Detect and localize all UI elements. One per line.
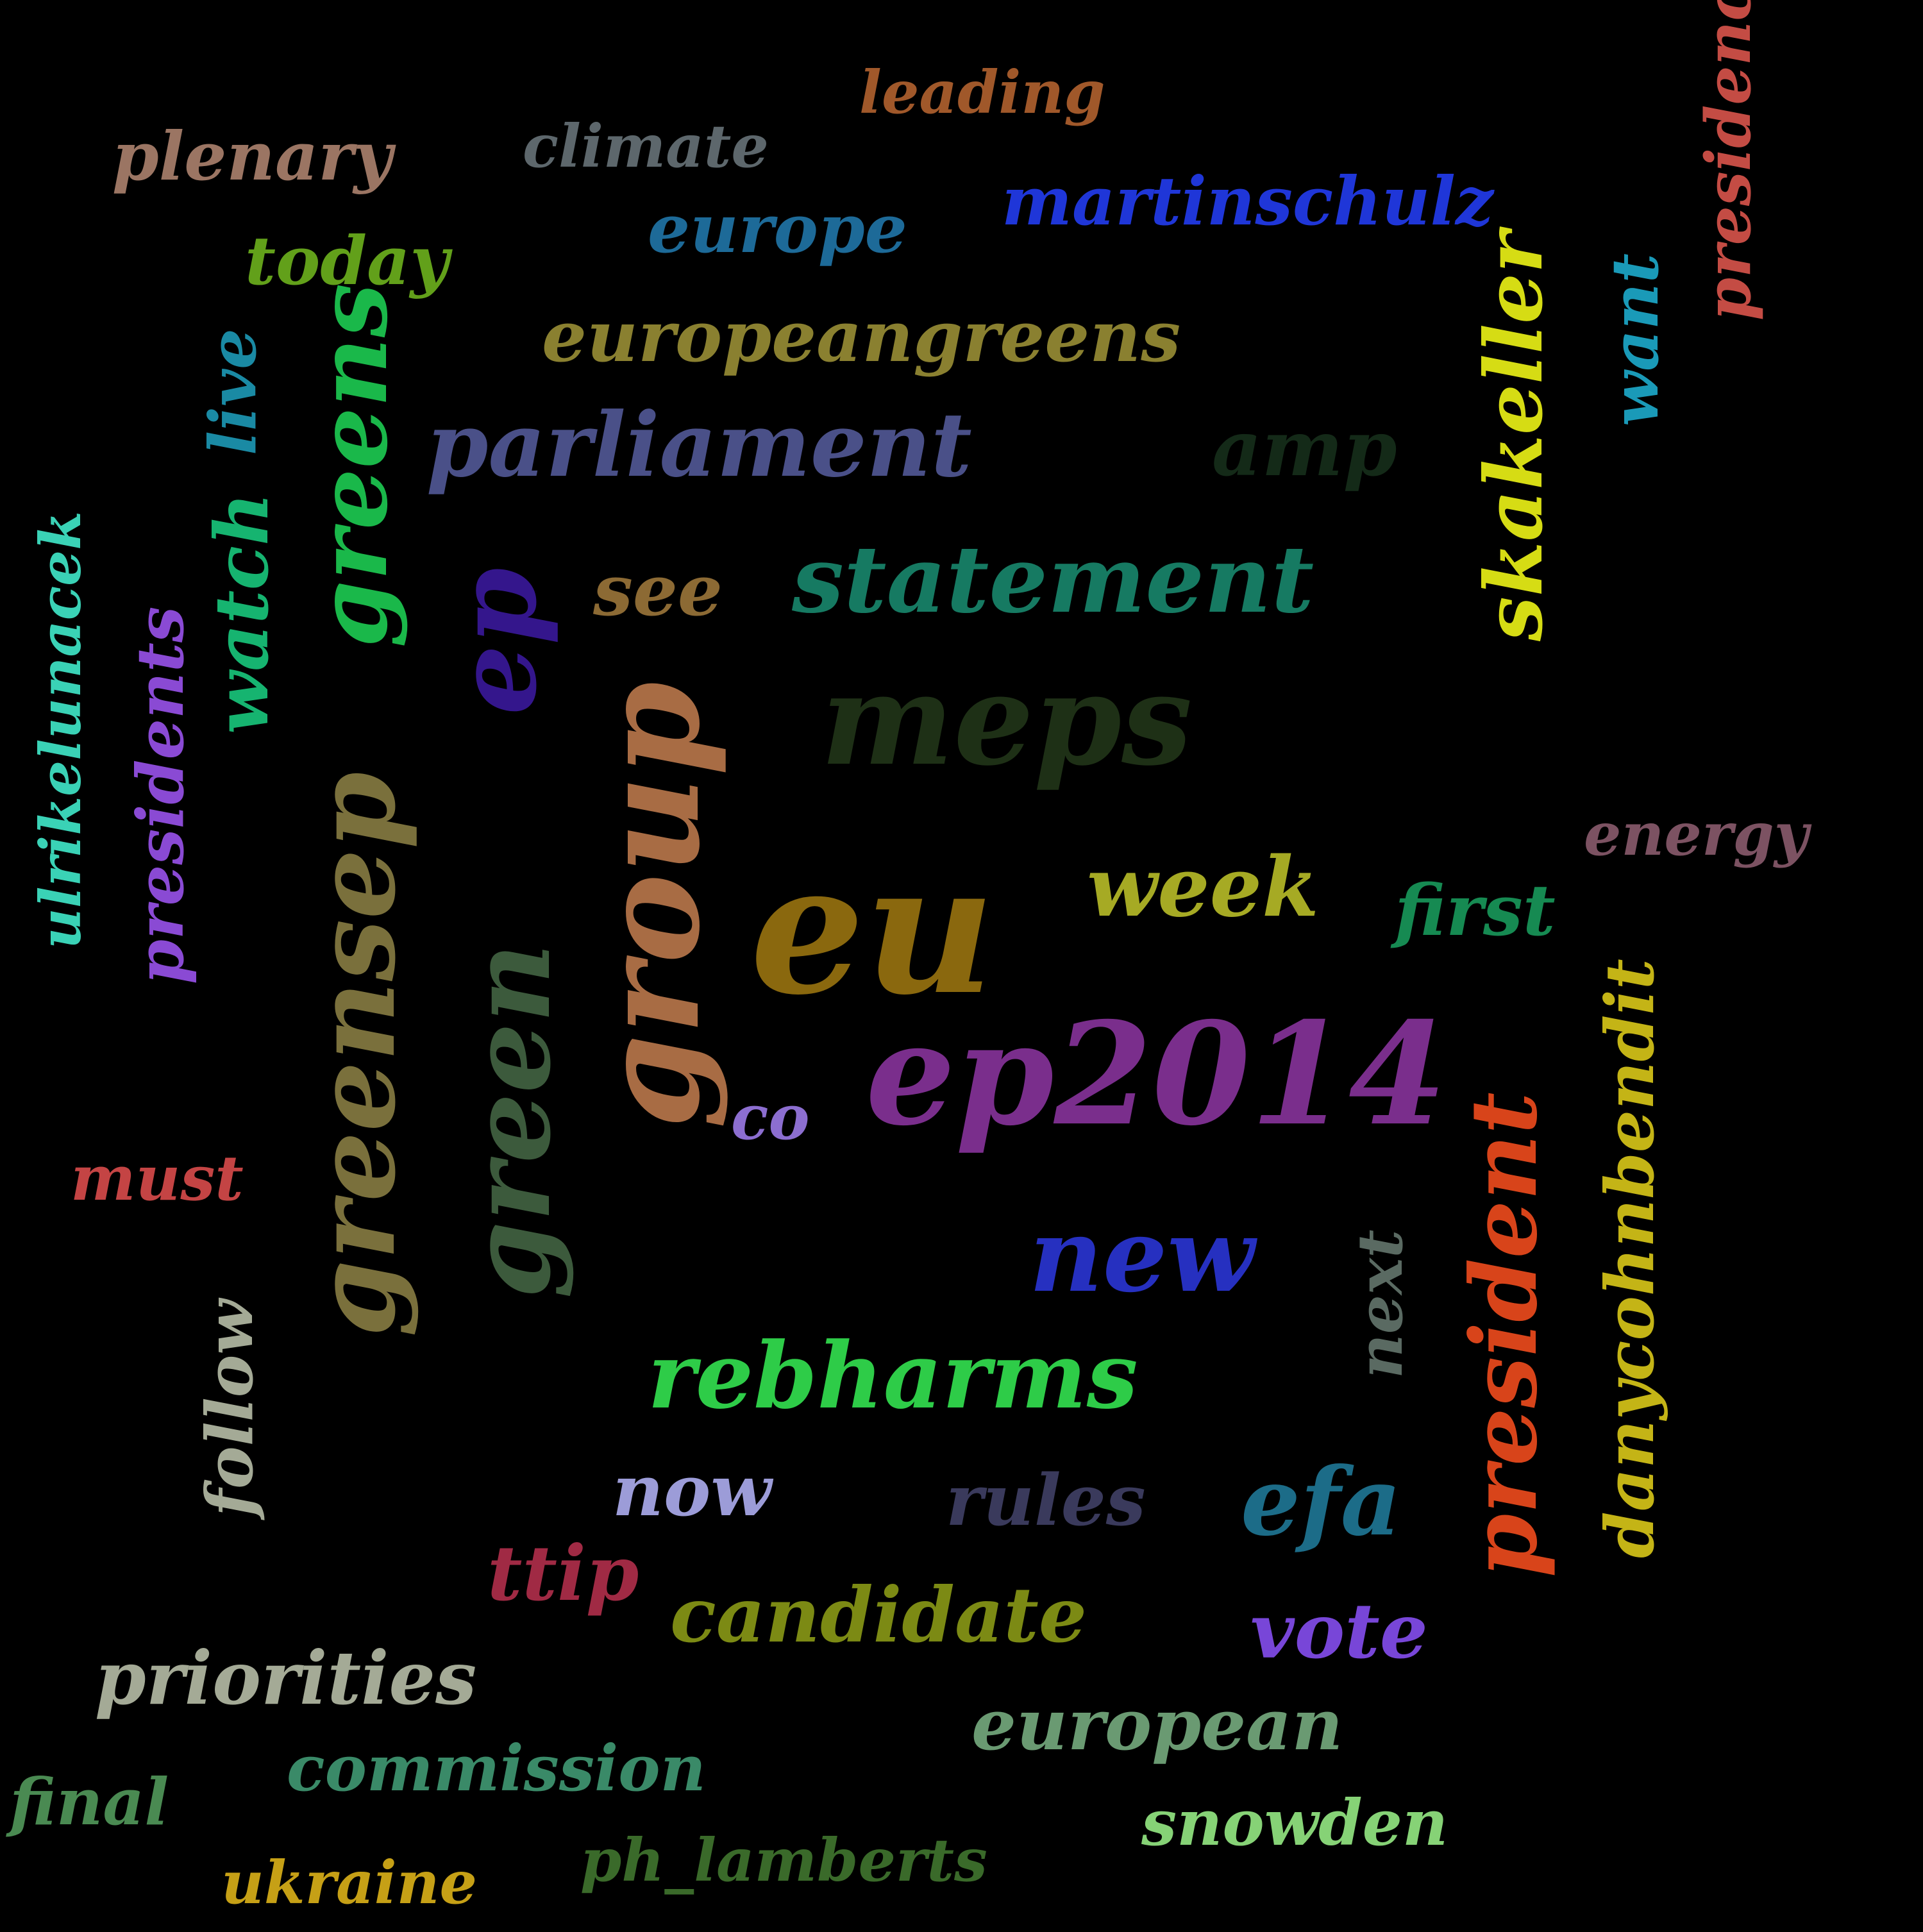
word-ukraine: ukraine bbox=[221, 1848, 478, 1917]
word-first: first bbox=[1395, 869, 1556, 952]
word-group: group bbox=[571, 681, 730, 1129]
word-candidate: candidate bbox=[670, 1570, 1087, 1659]
word-danycohnbendit: danycohnbendit bbox=[1590, 959, 1669, 1558]
word-energy: energy bbox=[1584, 800, 1809, 869]
word-commission: commission bbox=[287, 1732, 706, 1806]
word-co: co bbox=[731, 1081, 810, 1154]
word-greens: greens bbox=[296, 283, 409, 648]
word-plenary: plenary bbox=[112, 117, 392, 196]
word-meps: meps bbox=[821, 646, 1193, 794]
word-final: final bbox=[10, 1764, 169, 1840]
word-now: now bbox=[612, 1449, 772, 1532]
word-must: must bbox=[71, 1142, 244, 1214]
word-new: new bbox=[1029, 1197, 1255, 1315]
word-presidents: presidents bbox=[122, 606, 198, 984]
word-martinschulz: martinschulz bbox=[1002, 162, 1494, 240]
word-ep2014: ep2014 bbox=[866, 991, 1447, 1157]
word-week: week bbox=[1087, 839, 1319, 936]
word-ph-lamberts: ph_lamberts bbox=[580, 1826, 987, 1895]
word-president: president bbox=[1451, 1092, 1558, 1577]
word-ulrikelunacek: ulrikelunacek bbox=[27, 510, 94, 949]
word-statement: statement bbox=[792, 525, 1314, 634]
word-amp: amp bbox=[1212, 403, 1397, 494]
word-next: next bbox=[1344, 1229, 1416, 1379]
word-green: green bbox=[445, 943, 575, 1298]
word-rebharms: rebharms bbox=[648, 1323, 1138, 1429]
word-priorities: priorities bbox=[95, 1635, 477, 1721]
word-european: european bbox=[971, 1683, 1343, 1766]
word-ep: ep bbox=[431, 567, 561, 715]
word-greensep: greensep bbox=[290, 771, 420, 1337]
word-see: see bbox=[593, 549, 723, 632]
word-snowden: snowden bbox=[1141, 1786, 1449, 1860]
word-want: want bbox=[1597, 253, 1673, 426]
word-leading: leading bbox=[859, 58, 1105, 127]
word-live: live bbox=[195, 328, 271, 455]
word-today: today bbox=[245, 221, 449, 300]
word-rules: rules bbox=[946, 1459, 1146, 1541]
word-climate: climate bbox=[523, 112, 769, 181]
word-presidency: presidency bbox=[1692, 0, 1765, 321]
word-efa: efa bbox=[1241, 1447, 1402, 1557]
word-skakeller: skakeller bbox=[1468, 231, 1561, 641]
word-watch: watch bbox=[199, 492, 285, 734]
word-ttip: ttip bbox=[487, 1529, 639, 1618]
word-europeangreens: europeangreens bbox=[542, 295, 1181, 378]
word-parliament: parliament bbox=[426, 392, 972, 497]
word-europe: europe bbox=[648, 189, 907, 268]
word-vote: vote bbox=[1250, 1586, 1428, 1676]
word-follow: follow bbox=[192, 1299, 267, 1516]
word-eu: eu bbox=[750, 824, 995, 1035]
